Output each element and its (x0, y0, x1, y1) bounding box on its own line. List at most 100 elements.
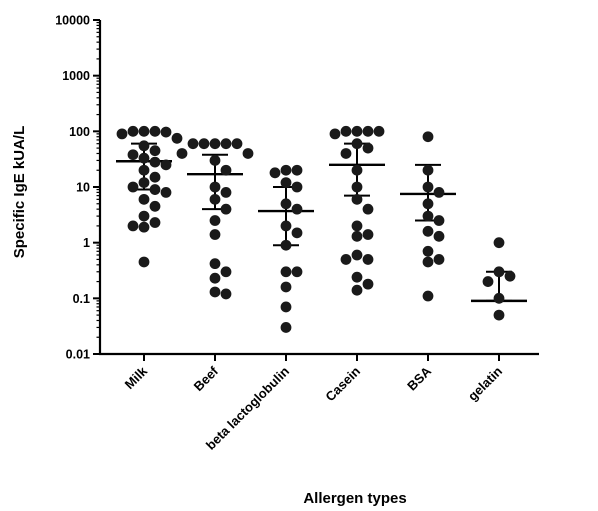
data-point (291, 164, 303, 176)
data-point (176, 148, 188, 159)
data-point (220, 186, 232, 198)
data-point (138, 193, 150, 205)
data-point (220, 288, 232, 300)
data-point (160, 159, 172, 171)
data-point (280, 266, 292, 278)
data-point (198, 138, 210, 150)
data-point (127, 181, 139, 193)
data-point (351, 181, 363, 193)
data-point (351, 138, 363, 150)
data-point (209, 193, 221, 205)
data-point (138, 256, 150, 268)
data-point (220, 164, 232, 176)
data-point (171, 132, 183, 144)
data-point (138, 164, 150, 176)
x-category-label: gelatin (465, 363, 505, 403)
data-point (291, 181, 303, 193)
data-point (280, 220, 292, 232)
data-point (493, 309, 505, 321)
data-point (493, 266, 505, 278)
data-point (422, 198, 434, 210)
data-point (209, 272, 221, 284)
data-point (291, 203, 303, 215)
data-point (209, 215, 221, 226)
data-point (351, 284, 363, 296)
data-point (138, 221, 150, 233)
data-points (116, 125, 516, 333)
data-point (280, 322, 292, 333)
data-point (504, 270, 516, 282)
data-point (280, 198, 292, 210)
data-point (160, 126, 172, 138)
y-tick-label: 0.1 (73, 292, 90, 306)
y-tick-label: 10000 (55, 14, 90, 28)
data-point (138, 177, 150, 188)
data-point (433, 186, 445, 198)
data-point (422, 290, 434, 302)
data-point (149, 217, 161, 228)
data-point (291, 227, 303, 239)
data-point (340, 125, 352, 137)
x-category-label: Beef (191, 363, 222, 394)
data-point (149, 171, 161, 183)
data-point (351, 249, 363, 261)
data-point (422, 245, 434, 257)
data-point (220, 266, 232, 278)
data-point (493, 292, 505, 304)
x-axis-title: Allergen types (303, 490, 406, 507)
data-point (482, 276, 494, 287)
data-point (220, 138, 232, 150)
data-point (149, 125, 161, 137)
y-tick-label: 10 (76, 181, 90, 195)
data-point (149, 156, 161, 168)
data-point (138, 152, 150, 164)
y-axis-title: Specific IgE kUA/L (11, 126, 28, 259)
data-point (138, 210, 150, 222)
y-tick-label: 0.01 (66, 348, 90, 362)
data-point (433, 215, 445, 226)
data-point (127, 220, 139, 232)
data-point (149, 145, 161, 157)
data-point (280, 281, 292, 293)
data-point (362, 254, 374, 265)
y-tick-label: 100 (69, 125, 90, 139)
data-point (351, 230, 363, 242)
data-point (209, 258, 221, 270)
data-point (351, 220, 363, 232)
data-point (209, 229, 221, 240)
data-point (362, 229, 374, 240)
data-point (493, 237, 505, 249)
data-point (422, 225, 434, 237)
data-point (160, 186, 172, 198)
data-point (351, 193, 363, 205)
data-point (231, 138, 243, 150)
x-category-label: Milk (122, 363, 151, 392)
data-point (220, 203, 232, 215)
data-point (149, 200, 161, 212)
data-point (422, 181, 434, 193)
summary-lines (116, 142, 527, 303)
data-point (340, 148, 352, 159)
data-point (187, 138, 199, 150)
data-point (422, 164, 434, 176)
data-point (127, 125, 139, 137)
data-point (209, 286, 221, 298)
data-point (209, 181, 221, 193)
data-point (209, 138, 221, 150)
data-point (433, 230, 445, 242)
data-point (291, 266, 303, 278)
data-point (280, 239, 292, 251)
data-point (242, 148, 254, 159)
data-point (362, 278, 374, 290)
x-category-label: Casein (322, 363, 363, 404)
y-axis-ticks: 0.01 0.1 1 10 100 1000 10000 (55, 14, 100, 362)
data-point (329, 128, 341, 140)
y-tick-label: 1 (83, 236, 90, 250)
data-point (351, 164, 363, 176)
data-point (422, 210, 434, 222)
data-point (373, 125, 385, 137)
data-point (127, 149, 139, 161)
data-point (280, 164, 292, 176)
